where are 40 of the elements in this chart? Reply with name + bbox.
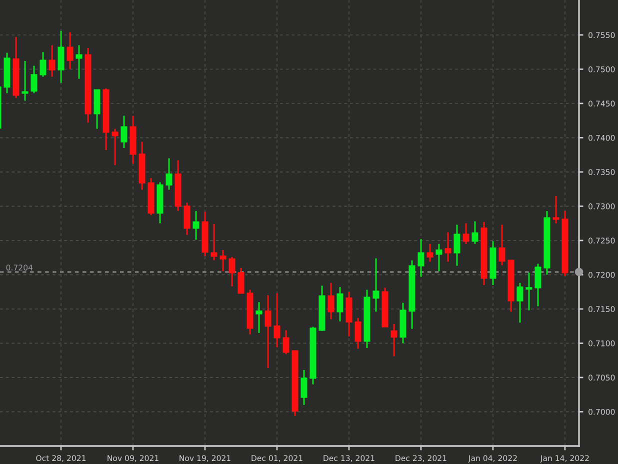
candlestick (472, 220, 478, 245)
candlestick (390, 323, 398, 357)
candlestick (66, 32, 74, 70)
candlestick (418, 238, 424, 278)
candlestick (30, 65, 38, 94)
candlestick (94, 89, 100, 130)
candlestick (516, 282, 524, 324)
candlestick (210, 223, 218, 262)
candlestick (354, 317, 362, 350)
candlestick (328, 282, 334, 320)
candlestick (444, 232, 452, 262)
candlestick (166, 158, 172, 190)
candlestick (436, 243, 442, 272)
candlestick (220, 249, 226, 272)
candlestick (112, 128, 118, 166)
candlestick (22, 60, 28, 102)
candlestick (526, 272, 532, 312)
candlestick (256, 301, 262, 334)
candlestick (426, 243, 434, 262)
candlestick (300, 369, 308, 406)
candlestick (48, 44, 56, 78)
candlestick (462, 222, 470, 245)
candlestick (184, 202, 190, 236)
candlestick (40, 51, 46, 78)
candlestick (192, 210, 200, 240)
candlestick (264, 294, 272, 369)
candlestick (282, 330, 290, 355)
candlestick (552, 195, 560, 224)
candlestick (372, 258, 380, 312)
candlestick (228, 256, 236, 288)
candlestick (498, 224, 506, 266)
candlestick (58, 30, 64, 84)
candlestick (76, 44, 82, 80)
candlestick (346, 291, 352, 338)
candlestick (336, 286, 344, 322)
candlestick (120, 115, 128, 149)
candlestick (274, 292, 280, 348)
candlestick (238, 267, 244, 294)
candlestick (534, 263, 542, 307)
candlestick (454, 224, 460, 267)
